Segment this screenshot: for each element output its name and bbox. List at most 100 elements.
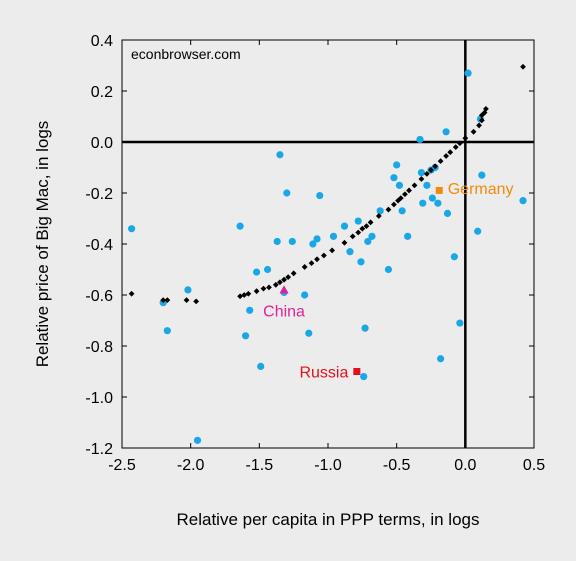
watermark: econbrowser.com xyxy=(131,46,241,62)
country-point xyxy=(242,332,250,340)
country-point xyxy=(246,306,254,314)
fitted-point xyxy=(483,105,489,112)
y-tick-label: -1.2 xyxy=(85,441,113,458)
fitted-point xyxy=(406,187,412,194)
fitted-point xyxy=(423,170,430,177)
fitted-point xyxy=(266,284,272,291)
country-point xyxy=(474,227,482,235)
country-point xyxy=(404,232,412,240)
y-axis-ticks: -1.2 -1.0 -0.8 -0.6 -0.4 -0.2 0.0 0.2 0.4 xyxy=(85,33,534,458)
y-axis-title: Relative price of Big Mac, in logs xyxy=(33,121,52,368)
x-axis-title: Relative per capita in PPP terms, in log… xyxy=(177,510,480,529)
x-tick-label: 0.5 xyxy=(523,457,545,474)
fitted-point xyxy=(320,252,327,259)
country-point xyxy=(316,191,324,200)
fitted-point xyxy=(385,206,392,213)
fitted-point xyxy=(277,279,283,286)
country-point xyxy=(456,319,464,327)
country-point xyxy=(263,265,272,274)
germany-label: Germany xyxy=(448,181,514,198)
y-tick-label: 0.0 xyxy=(91,135,113,152)
fitted-point xyxy=(481,109,488,116)
country-point xyxy=(428,194,436,202)
country-point xyxy=(398,207,406,215)
fitted-point xyxy=(402,191,408,198)
fitted-point xyxy=(462,135,469,142)
country-point xyxy=(184,286,192,294)
fitted-point xyxy=(367,219,374,226)
fitted-point xyxy=(432,163,439,170)
fitted-point xyxy=(183,297,190,303)
fitted-point xyxy=(520,63,526,70)
fitted-point xyxy=(164,297,171,303)
fitted-point xyxy=(341,239,348,246)
country-point xyxy=(329,232,338,240)
y-tick-label: 0.2 xyxy=(91,84,113,101)
fitted-point xyxy=(260,285,267,292)
fitted-point xyxy=(349,233,356,240)
country-point xyxy=(309,240,317,248)
y-tick-label: -0.2 xyxy=(85,186,113,203)
fitted-point xyxy=(290,270,297,277)
country-point xyxy=(450,253,458,261)
y-tick-label: -0.6 xyxy=(85,288,113,305)
country-point xyxy=(340,222,349,230)
country-point xyxy=(443,209,452,217)
country-point xyxy=(346,248,354,256)
country-point xyxy=(313,235,321,243)
fitted-point xyxy=(301,264,308,270)
country-point xyxy=(442,128,450,136)
fitted-point xyxy=(375,213,382,219)
scatter-series xyxy=(128,63,527,444)
fitted-point xyxy=(470,128,477,135)
x-tick-label: -0.5 xyxy=(383,457,411,474)
fitted-point xyxy=(476,122,482,129)
russia-marker xyxy=(353,368,361,375)
fitted-point xyxy=(363,223,370,230)
y-tick-label: -1.0 xyxy=(85,390,113,407)
china-marker xyxy=(279,285,289,294)
fitted-point xyxy=(281,276,287,283)
country-point xyxy=(434,199,442,207)
fitted-point xyxy=(285,274,292,281)
fitted-point xyxy=(241,292,248,298)
country-point xyxy=(252,268,261,276)
country-point xyxy=(276,151,284,159)
country-point xyxy=(393,161,401,169)
fitted-point xyxy=(160,297,167,303)
germany-marker xyxy=(435,186,443,194)
country-point xyxy=(364,237,372,246)
y-tick-label: -0.4 xyxy=(85,237,113,254)
country-point xyxy=(236,222,244,230)
highlighted-countries: China Russia Germany xyxy=(263,181,513,382)
x-tick-label: -1.5 xyxy=(246,457,274,474)
fitted-point xyxy=(456,140,463,147)
country-point xyxy=(384,265,393,274)
x-tick-label: -2.5 xyxy=(108,457,136,474)
fitted-point xyxy=(193,298,200,305)
country-point xyxy=(257,362,265,370)
country-point xyxy=(464,69,472,77)
fitted-point xyxy=(452,144,459,150)
country-point xyxy=(416,135,424,144)
country-point xyxy=(357,258,365,266)
fitted-point xyxy=(272,281,279,288)
fitted-point xyxy=(314,256,320,263)
fitted-point xyxy=(397,195,404,201)
zero-lines xyxy=(122,40,534,448)
country-point xyxy=(360,373,368,381)
country-point xyxy=(417,169,425,177)
fitted-point xyxy=(391,201,397,208)
country-point xyxy=(163,327,171,335)
fitted-point xyxy=(329,247,336,254)
fitted-point xyxy=(308,260,315,267)
country-point xyxy=(273,237,281,246)
country-point xyxy=(390,174,398,182)
country-point xyxy=(419,199,427,207)
fitted-point xyxy=(253,288,260,295)
country-point xyxy=(478,171,486,179)
y-tick-label: -0.8 xyxy=(85,339,113,356)
country-point xyxy=(193,436,202,444)
country-point xyxy=(128,225,136,233)
